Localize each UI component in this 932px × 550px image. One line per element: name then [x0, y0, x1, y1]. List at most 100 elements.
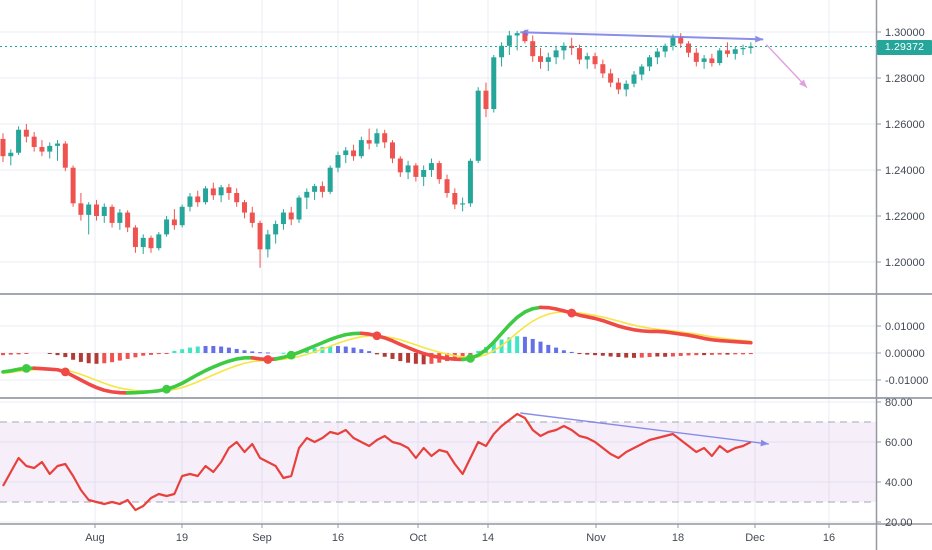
macd-histogram-bar — [624, 353, 629, 358]
candle-body — [553, 50, 559, 58]
macd-histogram-bar — [491, 342, 496, 353]
macd-line-segment — [460, 305, 543, 362]
time-tick-label: 18 — [672, 532, 684, 544]
macd-histogram-bar — [670, 353, 675, 357]
macd-histogram-bar — [476, 350, 481, 353]
candle-body — [203, 188, 209, 203]
candle-body — [576, 48, 582, 60]
candle-body — [584, 56, 590, 60]
candle-body — [164, 219, 170, 235]
candle-body — [226, 187, 232, 193]
candle-body — [273, 224, 279, 235]
flat-trend-arrow-head — [520, 29, 529, 36]
candle-body — [639, 66, 645, 75]
rsi-trend-arrow-head — [760, 439, 769, 447]
macd-histogram-bar — [530, 338, 535, 353]
candle-body — [748, 46, 754, 49]
candle-body — [218, 187, 224, 196]
candle-body — [55, 143, 61, 146]
candle-body — [148, 237, 154, 249]
candle-body — [140, 237, 146, 248]
flat-trend-arrow-head — [755, 35, 764, 43]
last-price-label: 1.29372 — [877, 40, 932, 55]
macd-histogram-bar — [328, 346, 333, 353]
projection-arrow[interactable] — [765, 44, 808, 89]
macd-histogram-bar — [600, 353, 605, 356]
candle-body — [358, 140, 364, 157]
macd-histogram-bar — [390, 353, 395, 359]
candle-body — [0, 138, 6, 157]
macd-histogram-bar — [709, 353, 714, 355]
macd-histogram-layer — [1, 336, 753, 365]
time-tick-label: Aug — [85, 532, 105, 544]
candle-body — [210, 188, 216, 196]
candle-body — [265, 234, 271, 250]
candle-body — [109, 206, 115, 223]
macd-histogram-bar — [374, 353, 379, 355]
time-scale[interactable] — [0, 524, 876, 550]
flat-trend-arrow[interactable] — [520, 29, 764, 43]
macd-signal-dot — [372, 331, 382, 341]
rsi-line — [2, 412, 752, 512]
candle-body — [117, 212, 123, 223]
rsi-tick-label: 40.00 — [885, 477, 913, 489]
price-tick-label: 1.28000 — [885, 73, 925, 85]
candle-body — [717, 50, 723, 64]
macd-histogram-bar — [631, 353, 636, 358]
macd-signal-dot — [286, 350, 296, 360]
macd-histogram-bar — [546, 344, 551, 353]
candle-body — [397, 158, 403, 173]
candle-body — [366, 140, 372, 144]
price-scale[interactable] — [876, 0, 932, 524]
macd-histogram-bar — [577, 353, 582, 355]
time-tick-label: 16 — [823, 532, 835, 544]
macd-line-segment — [32, 366, 130, 395]
candle-body — [615, 82, 621, 90]
macd-histogram-bar — [242, 350, 247, 353]
macd-histogram-bar — [429, 353, 434, 364]
candle-body — [428, 163, 434, 170]
candle-body — [499, 45, 505, 58]
macd-histogram-bar — [639, 353, 644, 358]
candle-body — [709, 58, 715, 64]
candle-body — [156, 234, 162, 249]
candle-body — [608, 73, 614, 83]
candle-body — [312, 186, 318, 192]
price-tick-label: 1.30000 — [885, 27, 925, 39]
candle-body — [686, 43, 692, 53]
candle-body — [452, 193, 458, 205]
projection-arrow-line — [765, 44, 808, 89]
candle-body — [132, 227, 138, 248]
candle-body — [241, 202, 247, 213]
rsi-trend-arrow[interactable] — [520, 412, 769, 447]
rsi-band — [0, 422, 876, 502]
macd-histogram-bar — [250, 351, 255, 353]
candle-body — [740, 48, 746, 50]
candle-body — [171, 219, 177, 226]
candle-body — [460, 203, 466, 205]
candle-body — [62, 143, 68, 168]
macd-histogram-bar — [172, 350, 177, 353]
macd-histogram-bar — [86, 353, 91, 364]
macd-histogram-bar — [343, 346, 348, 353]
macd-histogram-bar — [741, 353, 746, 355]
candle-body — [16, 129, 22, 153]
price-tick-label: 1.24000 — [885, 165, 925, 177]
candle-body — [39, 147, 45, 152]
macd-histogram-bar — [351, 347, 356, 353]
candle-body — [569, 45, 575, 49]
macd-histogram-bar — [694, 353, 699, 356]
macd-histogram-bar — [367, 351, 372, 353]
candle-body — [93, 204, 99, 216]
macd-histogram-bar — [304, 349, 309, 353]
macd-histogram-bar — [561, 350, 566, 353]
candle-body — [125, 212, 131, 228]
macd-histogram-bar — [1, 353, 5, 356]
time-tick-label: Sep — [252, 532, 272, 544]
candle-body — [483, 90, 489, 110]
candle-body — [70, 167, 76, 204]
macd-signal-dot — [60, 367, 70, 377]
macd-histogram-bar — [725, 353, 730, 355]
